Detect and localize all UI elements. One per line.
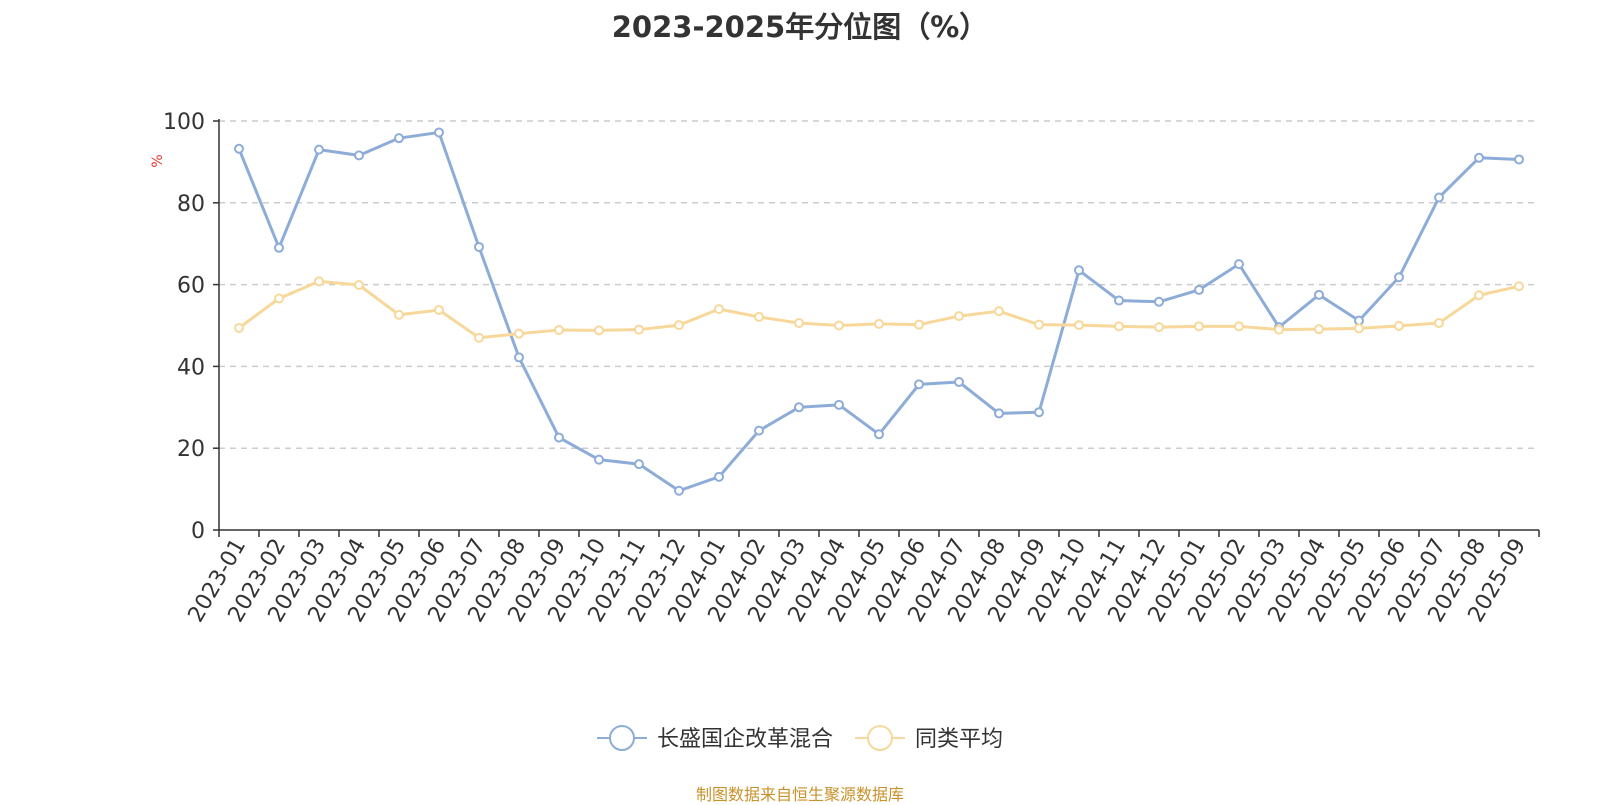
data-point	[274, 293, 284, 304]
data-point	[1514, 281, 1524, 292]
data-point	[474, 241, 484, 252]
data-point	[1034, 319, 1044, 330]
chart-title: 2023-2025年分位图（%）	[611, 10, 989, 44]
data-point	[1474, 290, 1484, 301]
data-point	[394, 133, 404, 144]
data-point	[1074, 265, 1084, 276]
data-point	[1314, 324, 1324, 335]
data-point	[274, 242, 284, 253]
data-point	[1434, 318, 1444, 329]
y-tick-label: 20	[177, 437, 205, 462]
data-point	[1234, 259, 1244, 270]
data-point	[954, 311, 964, 322]
data-point	[554, 324, 564, 335]
y-tick-label: 100	[163, 110, 205, 135]
data-point	[994, 408, 1004, 419]
data-point	[634, 324, 644, 335]
data-point	[1314, 289, 1324, 300]
legend-item: 同类平均	[855, 725, 1003, 752]
data-point	[714, 471, 724, 482]
data-point	[354, 280, 364, 291]
axes: 020406080100%2023-012023-022023-032023-0…	[150, 110, 1540, 627]
legend-label: 长盛国企改革混合	[657, 727, 833, 752]
data-point	[434, 304, 444, 315]
y-tick-label: 40	[177, 355, 205, 380]
data-point	[1354, 323, 1364, 334]
series-line-2	[238, 279, 1520, 340]
y-tick-label: 0	[191, 519, 205, 544]
data-point	[794, 318, 804, 329]
data-point	[714, 304, 724, 315]
data-point	[394, 309, 404, 320]
data-point	[1394, 272, 1404, 283]
data-point	[834, 399, 844, 410]
data-point	[914, 379, 924, 390]
data-point	[474, 332, 484, 343]
data-point	[914, 319, 924, 330]
legend-marker	[867, 725, 893, 751]
data-point	[514, 352, 524, 363]
data-point	[314, 144, 324, 155]
data-point	[514, 328, 524, 339]
data-point	[954, 376, 964, 387]
data-point	[1394, 320, 1404, 331]
y-tick-label: 60	[177, 274, 205, 299]
data-point	[354, 150, 364, 161]
data-point	[754, 311, 764, 322]
data-point	[674, 485, 684, 496]
data-point	[1154, 322, 1164, 333]
y-tick-label: 80	[177, 192, 205, 217]
data-point	[1434, 192, 1444, 203]
source-note: 制图数据来自恒生聚源数据库	[695, 785, 904, 804]
data-point	[834, 320, 844, 331]
data-point	[874, 318, 884, 329]
data-point	[554, 432, 564, 443]
data-point	[434, 127, 444, 138]
data-point	[1274, 324, 1284, 335]
data-point	[314, 276, 324, 287]
data-point	[1154, 296, 1164, 307]
data-point	[594, 325, 604, 336]
series-lines	[234, 127, 1524, 496]
data-point	[1194, 284, 1204, 295]
data-point	[1234, 321, 1244, 332]
data-point	[1194, 321, 1204, 332]
data-point	[634, 459, 644, 470]
grid-lines	[219, 120, 1539, 449]
data-point	[594, 454, 604, 465]
data-point	[1114, 295, 1124, 306]
data-point	[994, 306, 1004, 317]
data-point	[1514, 154, 1524, 165]
data-point	[1074, 320, 1084, 331]
data-point	[1034, 407, 1044, 418]
data-point	[234, 143, 244, 154]
data-point	[794, 402, 804, 413]
legend-label: 同类平均	[915, 727, 1003, 752]
legend: 长盛国企改革混合 同类平均	[596, 725, 1003, 752]
data-point	[1474, 152, 1484, 163]
data-point	[234, 322, 244, 333]
data-point	[674, 320, 684, 331]
data-point	[874, 429, 884, 440]
legend-item: 长盛国企改革混合	[596, 725, 833, 752]
legend-marker	[608, 725, 635, 751]
data-point	[1114, 321, 1124, 332]
y-axis-label: %	[150, 154, 166, 167]
data-point	[754, 425, 764, 436]
